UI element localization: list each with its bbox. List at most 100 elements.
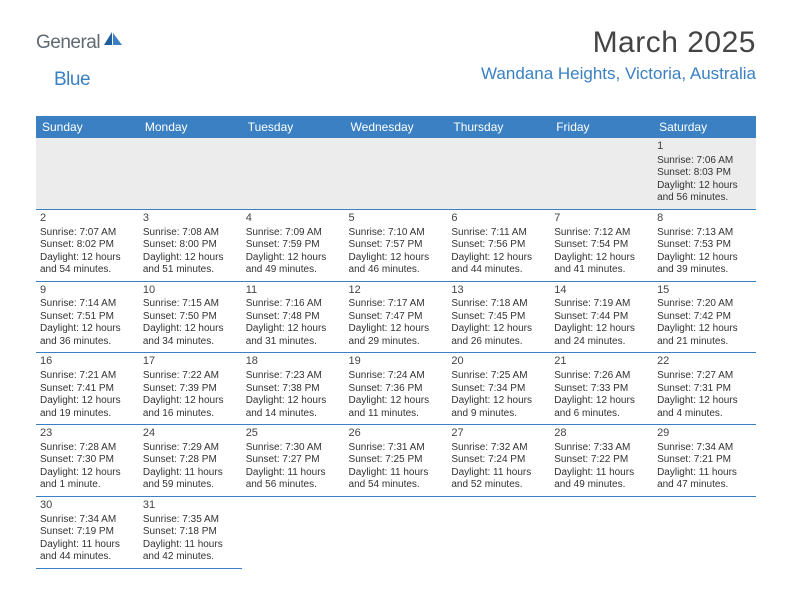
calendar-day-cell: 1Sunrise: 7:06 AMSunset: 8:03 PMDaylight… <box>653 138 756 209</box>
day-number: 29 <box>657 427 752 441</box>
sunrise-line: Sunrise: 7:12 AM <box>554 227 649 240</box>
calendar-empty-cell <box>447 138 550 209</box>
calendar-day-cell: 14Sunrise: 7:19 AMSunset: 7:44 PMDayligh… <box>550 281 653 353</box>
calendar-week-row: 16Sunrise: 7:21 AMSunset: 7:41 PMDayligh… <box>36 353 756 425</box>
day-header: Monday <box>139 116 242 138</box>
daylight-line: Daylight: 11 hours <box>143 539 238 552</box>
day-number: 11 <box>246 284 341 298</box>
sunset-line: Sunset: 7:48 PM <box>246 311 341 324</box>
day-number: 5 <box>349 212 444 226</box>
calendar-empty-cell <box>36 138 139 209</box>
sunset-line: Sunset: 7:53 PM <box>657 239 752 252</box>
daylight-line: Daylight: 12 hours <box>349 252 444 265</box>
sunrise-line: Sunrise: 7:27 AM <box>657 370 752 383</box>
daylight-line-2: and 54 minutes. <box>40 264 135 277</box>
calendar-day-cell: 5Sunrise: 7:10 AMSunset: 7:57 PMDaylight… <box>345 209 448 281</box>
daylight-line: Daylight: 11 hours <box>451 467 546 480</box>
daylight-line-2: and 42 minutes. <box>143 551 238 564</box>
daylight-line-2: and 4 minutes. <box>657 408 752 421</box>
calendar-day-cell: 25Sunrise: 7:30 AMSunset: 7:27 PMDayligh… <box>242 425 345 497</box>
calendar-empty-cell <box>550 138 653 209</box>
logo-text-general: General <box>36 33 100 52</box>
daylight-line-2: and 16 minutes. <box>143 408 238 421</box>
day-number: 24 <box>143 427 238 441</box>
sunrise-line: Sunrise: 7:23 AM <box>246 370 341 383</box>
sunset-line: Sunset: 7:30 PM <box>40 454 135 467</box>
day-number: 18 <box>246 355 341 369</box>
calendar-day-cell: 7Sunrise: 7:12 AMSunset: 7:54 PMDaylight… <box>550 209 653 281</box>
calendar-day-cell: 30Sunrise: 7:34 AMSunset: 7:19 PMDayligh… <box>36 496 139 568</box>
sunrise-line: Sunrise: 7:07 AM <box>40 227 135 240</box>
day-header-row: SundayMondayTuesdayWednesdayThursdayFrid… <box>36 116 756 138</box>
sunrise-line: Sunrise: 7:17 AM <box>349 298 444 311</box>
sunset-line: Sunset: 7:28 PM <box>143 454 238 467</box>
sunset-line: Sunset: 7:59 PM <box>246 239 341 252</box>
calendar-empty-cell <box>242 138 345 209</box>
daylight-line-2: and 26 minutes. <box>451 336 546 349</box>
daylight-line: Daylight: 12 hours <box>143 395 238 408</box>
day-number: 4 <box>246 212 341 226</box>
sunrise-line: Sunrise: 7:34 AM <box>657 442 752 455</box>
day-number: 15 <box>657 284 752 298</box>
day-number: 19 <box>349 355 444 369</box>
calendar-day-cell: 12Sunrise: 7:17 AMSunset: 7:47 PMDayligh… <box>345 281 448 353</box>
calendar-week-row: 1Sunrise: 7:06 AMSunset: 8:03 PMDaylight… <box>36 138 756 209</box>
sunset-line: Sunset: 7:36 PM <box>349 383 444 396</box>
sunset-line: Sunset: 7:33 PM <box>554 383 649 396</box>
sunrise-line: Sunrise: 7:21 AM <box>40 370 135 383</box>
day-number: 23 <box>40 427 135 441</box>
daylight-line: Daylight: 12 hours <box>554 323 649 336</box>
sunrise-line: Sunrise: 7:28 AM <box>40 442 135 455</box>
daylight-line-2: and 41 minutes. <box>554 264 649 277</box>
sunset-line: Sunset: 7:54 PM <box>554 239 649 252</box>
daylight-line: Daylight: 12 hours <box>349 395 444 408</box>
sunset-line: Sunset: 7:51 PM <box>40 311 135 324</box>
sunrise-line: Sunrise: 7:08 AM <box>143 227 238 240</box>
daylight-line: Daylight: 12 hours <box>143 252 238 265</box>
calendar-empty-cell <box>345 496 448 568</box>
daylight-line-2: and 52 minutes. <box>451 479 546 492</box>
sunset-line: Sunset: 7:44 PM <box>554 311 649 324</box>
calendar-day-cell: 19Sunrise: 7:24 AMSunset: 7:36 PMDayligh… <box>345 353 448 425</box>
calendar-empty-cell <box>345 138 448 209</box>
calendar-day-cell: 16Sunrise: 7:21 AMSunset: 7:41 PMDayligh… <box>36 353 139 425</box>
day-number: 12 <box>349 284 444 298</box>
day-number: 2 <box>40 212 135 226</box>
daylight-line: Daylight: 12 hours <box>657 395 752 408</box>
calendar-day-cell: 28Sunrise: 7:33 AMSunset: 7:22 PMDayligh… <box>550 425 653 497</box>
sunset-line: Sunset: 7:18 PM <box>143 526 238 539</box>
sunrise-line: Sunrise: 7:35 AM <box>143 514 238 527</box>
calendar-week-row: 30Sunrise: 7:34 AMSunset: 7:19 PMDayligh… <box>36 496 756 568</box>
day-header: Sunday <box>36 116 139 138</box>
day-header: Wednesday <box>345 116 448 138</box>
sunset-line: Sunset: 8:03 PM <box>657 167 752 180</box>
daylight-line: Daylight: 11 hours <box>246 467 341 480</box>
calendar-empty-cell <box>653 496 756 568</box>
calendar-day-cell: 18Sunrise: 7:23 AMSunset: 7:38 PMDayligh… <box>242 353 345 425</box>
sunset-line: Sunset: 7:42 PM <box>657 311 752 324</box>
sunrise-line: Sunrise: 7:31 AM <box>349 442 444 455</box>
daylight-line-2: and 31 minutes. <box>246 336 341 349</box>
sunset-line: Sunset: 7:19 PM <box>40 526 135 539</box>
daylight-line: Daylight: 12 hours <box>246 323 341 336</box>
sunrise-line: Sunrise: 7:16 AM <box>246 298 341 311</box>
day-header: Friday <box>550 116 653 138</box>
day-number: 10 <box>143 284 238 298</box>
day-header: Saturday <box>653 116 756 138</box>
day-number: 14 <box>554 284 649 298</box>
calendar-empty-cell <box>242 496 345 568</box>
day-number: 27 <box>451 427 546 441</box>
daylight-line-2: and 6 minutes. <box>554 408 649 421</box>
daylight-line-2: and 14 minutes. <box>246 408 341 421</box>
daylight-line-2: and 47 minutes. <box>657 479 752 492</box>
daylight-line-2: and 56 minutes. <box>246 479 341 492</box>
sunset-line: Sunset: 7:45 PM <box>451 311 546 324</box>
day-number: 25 <box>246 427 341 441</box>
daylight-line: Daylight: 12 hours <box>40 467 135 480</box>
day-number: 20 <box>451 355 546 369</box>
calendar-day-cell: 15Sunrise: 7:20 AMSunset: 7:42 PMDayligh… <box>653 281 756 353</box>
logo: General <box>36 32 124 53</box>
sunset-line: Sunset: 7:25 PM <box>349 454 444 467</box>
daylight-line: Daylight: 11 hours <box>349 467 444 480</box>
calendar-day-cell: 6Sunrise: 7:11 AMSunset: 7:56 PMDaylight… <box>447 209 550 281</box>
